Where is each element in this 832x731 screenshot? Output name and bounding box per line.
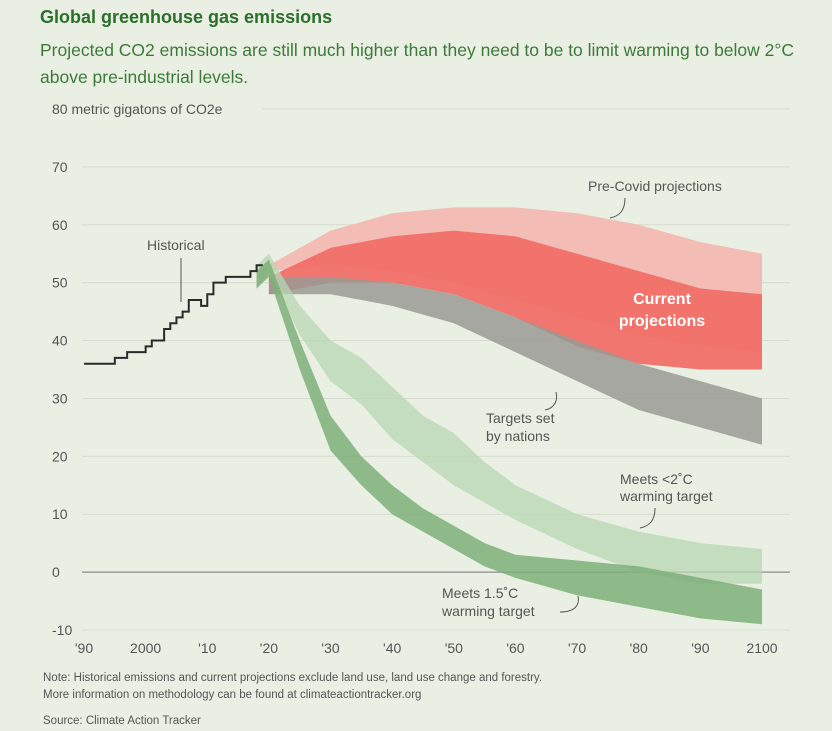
y-tick-label: 0: [52, 564, 60, 580]
historical-line: [84, 264, 263, 365]
targets-label-line1: Targets set: [486, 410, 555, 426]
footnote-line2: More information on methodology can be f…: [43, 689, 422, 701]
y-tick-label: 40: [52, 333, 68, 349]
band-current-projections: [268, 230, 762, 370]
x-tick-label: 2100: [746, 640, 777, 656]
current-label-line2: projections: [619, 313, 705, 330]
y-tick-label: 20: [52, 448, 68, 464]
chart-title: Global greenhouse gas emissions: [40, 7, 333, 27]
one-five-label-line1: Meets 1.5˚C: [442, 585, 518, 601]
x-tick-label: 2000: [130, 640, 161, 656]
y-tick-label: 70: [52, 159, 68, 175]
chart-subtitle: Projected CO2 emissions are still much h…: [40, 40, 795, 87]
x-tick-label: '80: [630, 640, 648, 656]
band-meets-2-c-warming-target: [256, 253, 762, 584]
footnote-line1: Note: Historical emissions and current p…: [43, 672, 543, 684]
targets-label-line2: by nations: [486, 428, 550, 444]
two-c-leader: [639, 507, 656, 529]
y-tick-label: 50: [52, 275, 68, 291]
y-tick-label: 30: [52, 390, 68, 406]
band-targets-set-by-nations: [268, 276, 762, 445]
x-tick-label: '30: [321, 640, 339, 656]
x-tick-label: '10: [198, 640, 216, 656]
projection-bands: [256, 207, 762, 625]
pre-covid-leader: [609, 197, 626, 219]
source-line: Source: Climate Action Tracker: [43, 715, 201, 727]
x-tick-label: '70: [568, 640, 586, 656]
x-tick-label: '90: [691, 640, 709, 656]
x-tick-label: '50: [445, 640, 463, 656]
y-tick-label: 10: [52, 506, 68, 522]
y-tick-label: 60: [52, 217, 68, 233]
two-c-label-line1: Meets <2˚C: [620, 471, 693, 487]
x-tick-label: '40: [383, 640, 401, 656]
series-lines: [84, 264, 263, 365]
current-label-line1: Current: [633, 291, 691, 308]
historical-label: Historical: [147, 237, 205, 253]
y-tick-label: 80 metric gigatons of CO2e: [52, 101, 223, 117]
x-tick-label: '20: [260, 640, 278, 656]
y-axis-ticks: -10 0 10 20 30 40 50 60 70 80 metric gigatons of …: [52, 101, 223, 638]
two-c-label-line2: warming target: [619, 488, 713, 504]
y-tick-label: -10: [52, 622, 72, 638]
x-axis-ticks: '90 2000 '10 '20 '30 '40 '50 '60 '70 '80 '90 2100: [75, 640, 778, 656]
pre-covid-label: Pre-Covid projections: [588, 178, 722, 194]
x-tick-label: '90: [75, 640, 93, 656]
one-five-leader: [559, 595, 579, 613]
band-meets-1-5-c-warming-target: [256, 259, 762, 625]
x-tick-label: '60: [506, 640, 524, 656]
one-five-label-line2: warming target: [441, 603, 535, 619]
targets-leader: [544, 391, 558, 411]
